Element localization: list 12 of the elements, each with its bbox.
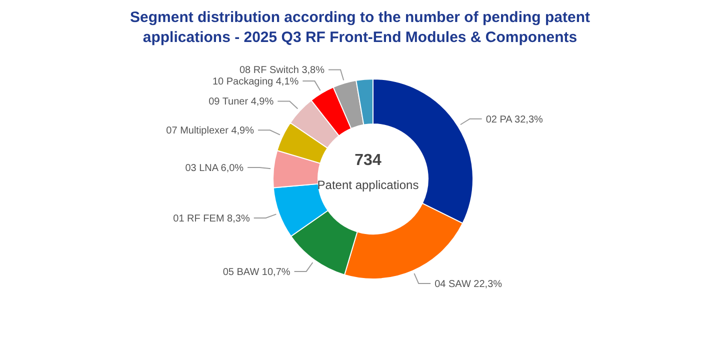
slice-label: 04 SAW 22,3% [434, 278, 502, 290]
slice-label: 08 RF Switch 3,8% [239, 65, 325, 76]
text: 734 [354, 152, 382, 170]
slice-label: 02 PA 32,3% [486, 114, 544, 126]
slice-label: 03 LNA 6,0% [185, 163, 244, 174]
slice-label: 01 RF FEM 8,3% [173, 213, 250, 224]
slice-label: 10 Packaging 4,1% [212, 76, 299, 88]
text: Patent applications [316, 178, 420, 192]
slice-label: 07 Multiplexer 4,9% [166, 126, 254, 137]
chart-title: Segment distribution according to the number of pending patent applications - 2025 Q3 RF Front-End Modules & Components [129, 8, 591, 48]
slice-label: 05 BAW 10,7% [222, 266, 290, 278]
slice-label: 09 Tuner 4,9% [208, 96, 274, 108]
